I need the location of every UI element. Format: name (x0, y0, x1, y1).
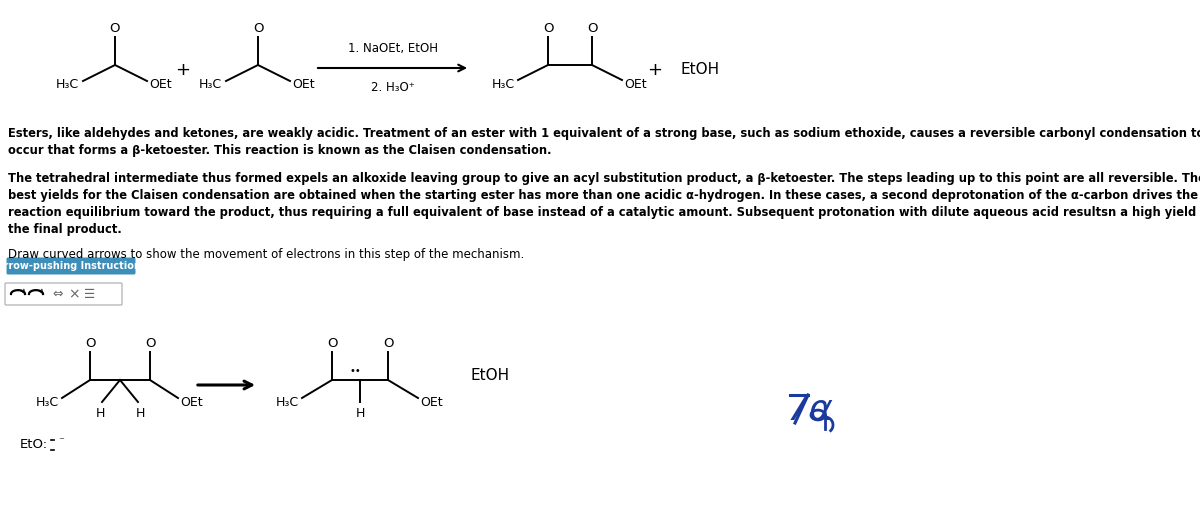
Text: 1. NaOEt, EtOH: 1. NaOEt, EtOH (348, 42, 438, 55)
Text: O: O (326, 337, 337, 350)
Text: H: H (136, 407, 145, 420)
Text: ⁻: ⁻ (58, 436, 64, 446)
Text: O: O (253, 22, 263, 35)
Text: H: H (355, 407, 365, 420)
Text: 2. H₃O⁺: 2. H₃O⁺ (371, 81, 415, 94)
Text: OEt: OEt (149, 79, 172, 92)
Text: OEt: OEt (180, 396, 203, 409)
Text: O: O (109, 22, 120, 35)
Text: OEt: OEt (624, 77, 647, 90)
Text: H₃C: H₃C (276, 396, 299, 409)
Text: +: + (175, 61, 191, 79)
Text: ⇔: ⇔ (53, 288, 64, 301)
Text: O: O (145, 337, 155, 350)
Text: H₃C: H₃C (56, 79, 79, 92)
Text: 7α: 7α (786, 393, 834, 427)
Text: H₃C: H₃C (36, 396, 59, 409)
FancyBboxPatch shape (6, 257, 136, 275)
Text: +: + (648, 61, 662, 79)
Text: H: H (95, 407, 104, 420)
Text: OEt: OEt (420, 396, 443, 409)
Text: O: O (542, 22, 553, 35)
FancyBboxPatch shape (5, 283, 122, 305)
Text: ×: × (68, 287, 80, 301)
Text: EtO:: EtO: (20, 438, 48, 451)
Text: OEt: OEt (292, 79, 314, 92)
Text: ☰: ☰ (84, 288, 96, 301)
Text: ⁻: ⁻ (366, 378, 372, 388)
Text: O: O (587, 22, 598, 35)
Text: O: O (85, 337, 95, 350)
Text: Esters, like aldehydes and ketones, are weakly acidic. Treatment of an ester wit: Esters, like aldehydes and ketones, are … (8, 127, 1200, 157)
Text: EtOH: EtOH (680, 62, 719, 77)
Text: Draw curved arrows to show the movement of electrons in this step of the mechani: Draw curved arrows to show the movement … (8, 248, 524, 261)
Text: H₃C: H₃C (492, 77, 515, 90)
Text: Arrow-pushing Instructions: Arrow-pushing Instructions (0, 261, 146, 271)
Text: O: O (383, 337, 394, 350)
Text: The tetrahedral intermediate thus formed expels an alkoxide leaving group to giv: The tetrahedral intermediate thus formed… (8, 172, 1200, 236)
Text: ••: •• (349, 366, 361, 376)
Text: H₃C: H₃C (199, 79, 222, 92)
Text: EtOH: EtOH (470, 368, 509, 383)
